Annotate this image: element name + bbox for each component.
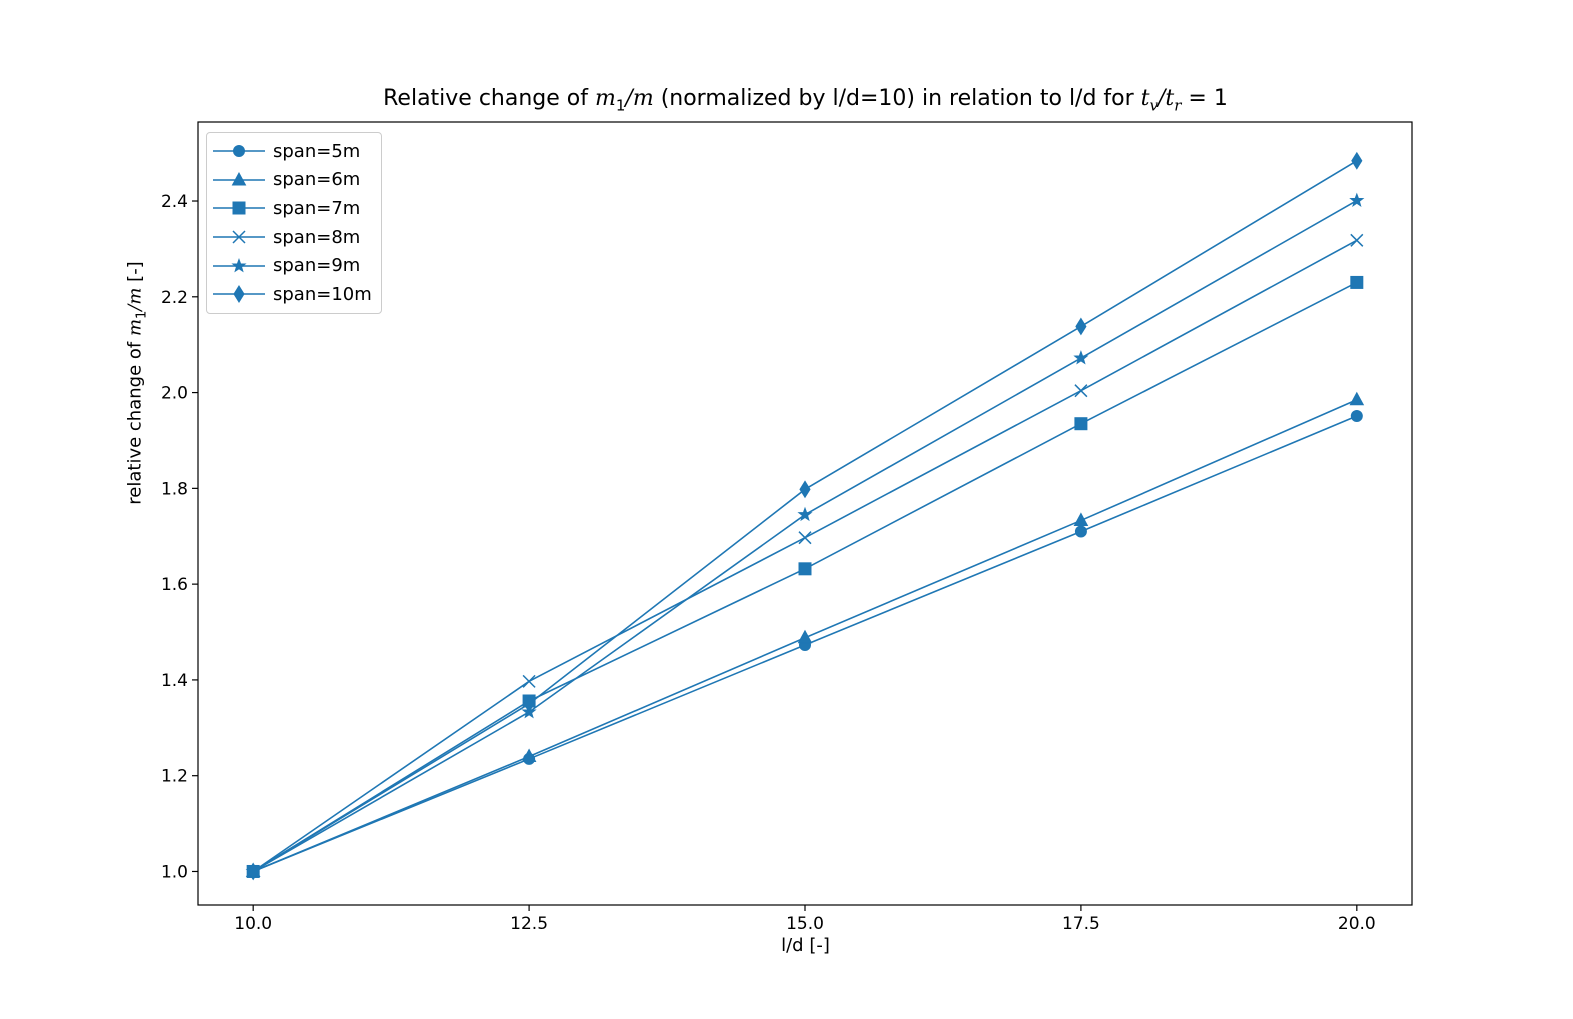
series-line bbox=[252, 239, 1358, 873]
data-point bbox=[798, 531, 812, 545]
x-tick-label: 10.0 bbox=[234, 914, 272, 934]
series-line bbox=[252, 281, 1358, 873]
legend: span=5m span=6m span=7m span=8m span=9m span=… bbox=[206, 132, 382, 314]
legend-item: span=9m bbox=[207, 251, 381, 280]
data-point bbox=[1073, 512, 1089, 526]
legend-marker bbox=[232, 230, 246, 244]
data-point bbox=[1074, 384, 1088, 398]
x-tick-label: 15.0 bbox=[786, 914, 824, 934]
data-point bbox=[523, 694, 535, 713]
legend-item: span=8m bbox=[207, 223, 381, 252]
data-point bbox=[1349, 192, 1365, 207]
legend-swatch bbox=[213, 171, 265, 186]
legend-marker bbox=[233, 145, 245, 158]
data-point bbox=[798, 562, 812, 576]
x-axis-label: l/d [-] bbox=[781, 935, 830, 956]
series-span-10m bbox=[247, 151, 1363, 881]
data-point bbox=[1350, 233, 1364, 247]
legend-label: span=8m bbox=[273, 226, 361, 248]
y-tick-label: 1.0 bbox=[161, 862, 188, 882]
data-point bbox=[1074, 417, 1088, 431]
legend-marker bbox=[233, 285, 245, 304]
data-point bbox=[797, 506, 813, 522]
data-point bbox=[522, 674, 536, 688]
legend-label: span=5m bbox=[273, 140, 361, 162]
y-tick-label: 2.2 bbox=[161, 288, 188, 308]
data-point bbox=[797, 629, 813, 644]
y-tick-label: 1.8 bbox=[161, 479, 188, 499]
legend-label: span=10m bbox=[273, 283, 372, 305]
legend-swatch bbox=[213, 201, 265, 215]
series-span-8m bbox=[246, 233, 1364, 879]
legend-item: span=10m bbox=[207, 280, 381, 309]
legend-marker bbox=[231, 171, 247, 186]
data-point bbox=[1074, 525, 1087, 538]
data-point bbox=[1073, 350, 1089, 365]
legend-label: span=7m bbox=[273, 197, 361, 219]
legend-swatch bbox=[213, 230, 265, 244]
legend-item: span=5m bbox=[207, 137, 381, 166]
data-point bbox=[1350, 410, 1363, 423]
series-span-6m bbox=[245, 391, 1365, 877]
legend-item: span=6m bbox=[207, 166, 381, 195]
legend-swatch bbox=[213, 145, 265, 158]
y-tick-label: 1.6 bbox=[161, 575, 188, 595]
data-point bbox=[1351, 151, 1363, 170]
data-point bbox=[1349, 391, 1365, 406]
data-point bbox=[247, 862, 259, 881]
data-point bbox=[1075, 317, 1087, 336]
x-tick-label: 12.5 bbox=[510, 914, 548, 934]
legend-marker bbox=[232, 201, 246, 215]
legend-label: span=6m bbox=[273, 169, 361, 191]
series-span-7m bbox=[246, 275, 1364, 878]
data-point bbox=[521, 748, 537, 763]
legend-label: span=9m bbox=[273, 255, 361, 277]
legend-swatch bbox=[213, 257, 265, 273]
legend-swatch bbox=[213, 285, 265, 304]
chart-title: Relative change of m1/m (normalized by l… bbox=[383, 86, 1228, 115]
y-tick-label: 1.2 bbox=[161, 767, 188, 787]
data-point bbox=[1350, 275, 1364, 289]
y-tick-label: 1.4 bbox=[161, 671, 188, 691]
x-tick-label: 17.5 bbox=[1062, 914, 1100, 934]
legend-item: span=7m bbox=[207, 194, 381, 223]
y-tick-label: 2.4 bbox=[161, 192, 188, 212]
y-axis-label: relative change of m1/m [-] bbox=[124, 261, 150, 505]
y-tick-label: 2.0 bbox=[161, 384, 188, 404]
x-tick-label: 20.0 bbox=[1338, 914, 1376, 934]
data-point bbox=[799, 480, 811, 499]
legend-marker bbox=[231, 257, 247, 273]
